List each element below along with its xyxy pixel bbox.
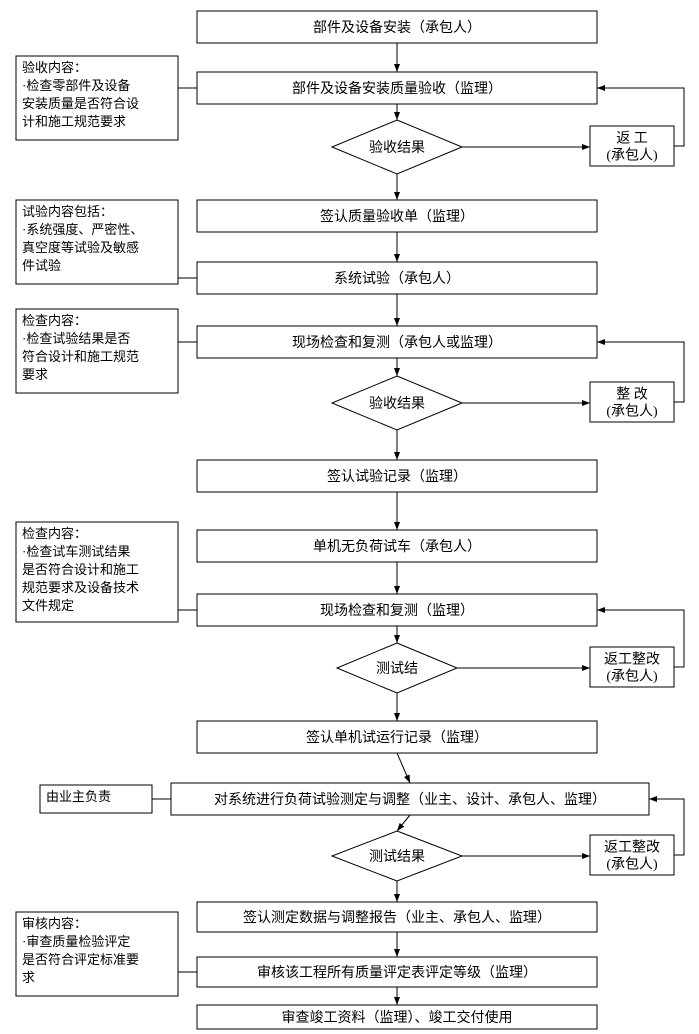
node-label: 现场检查和复测（监理）: [320, 602, 474, 619]
node-label: 签认单机试运行记录（监理）: [306, 729, 488, 746]
annotation-text: 文件规定: [22, 598, 74, 613]
annotation-text: ·系统强度、严密性、: [22, 222, 143, 237]
decision-label: 验收结果: [369, 396, 425, 412]
annotation-text: 由业主负责: [46, 789, 111, 804]
annotation-text: 检查内容：: [22, 526, 87, 541]
flow-arrow: [397, 815, 410, 831]
node-label: 返工整改: [604, 840, 660, 856]
annotation-text: 审核内容：: [22, 916, 87, 931]
node-label: 审核该工程所有质量评定表评定等级（监理）: [257, 964, 537, 981]
node-label: 单机无负荷试车（承包人）: [313, 538, 481, 555]
annotation-text: ·检查零部件及设备: [22, 78, 130, 93]
annotation-text: 是否符合评定标准要: [22, 952, 139, 967]
annotation-text: 真空度等试验及敏感: [22, 240, 139, 255]
flow-arrow: [397, 753, 410, 783]
annotation-text: 求: [22, 970, 35, 985]
annotation-text: 计和施工规范要求: [22, 114, 126, 129]
annotation-text: 试验内容包括：: [22, 204, 113, 219]
annotation-text: 规范要求及设备技术: [22, 580, 139, 595]
node-label: 整 改: [616, 387, 648, 403]
annotation-text: 件试验: [22, 258, 61, 273]
decision-label: 验收结果: [369, 140, 425, 156]
annotation-text: ·检查试验结果是否: [22, 331, 130, 346]
annotation-text: 要求: [22, 367, 48, 382]
node-label: 系统试验（承包人）: [334, 271, 460, 287]
node-label: 现场检查和复测（承包人或监理）: [292, 334, 502, 351]
flowchart-canvas: 验收内容： ·检查零部件及设备安装质量是否符合设计和施工规范要求试验内容包括： ·系…: [0, 0, 699, 1034]
node-label: 对系统进行负荷试验测定与调整（业主、设计、承包人、监理）: [214, 792, 606, 808]
node-label: (承包人): [606, 857, 658, 873]
decision-label: 测试结果: [369, 849, 425, 865]
node-label: 签认质量验收单（监理）: [320, 208, 474, 225]
node-label: 返工整改: [604, 652, 660, 668]
node-label: (承包人): [606, 148, 658, 164]
node-label: 签认测定数据与调整报告（业主、承包人、监理）: [243, 909, 551, 926]
annotation-text: 验收内容：: [22, 60, 87, 75]
annotation-text: ·审查质量检验评定: [22, 934, 130, 949]
annotation-text: 符合设计和施工规范: [22, 349, 139, 364]
node-label: 返 工: [616, 131, 648, 147]
annotation-text: 是否符合设计和施工: [22, 562, 139, 577]
node-label: 签认试验记录（监理）: [327, 468, 467, 485]
node-label: (承包人): [606, 669, 658, 685]
node-label: 部件及设备安装（承包人）: [313, 19, 481, 36]
node-label: 审查竣工资料（监理）、竣工交付使用: [282, 1009, 513, 1026]
decision-label: 测试结: [376, 661, 418, 677]
annotation-text: 检查内容：: [22, 313, 87, 328]
node-label: (承包人): [606, 404, 658, 420]
annotation-text: 安装质量是否符合设: [22, 96, 139, 111]
annotation-text: ·检查试车测试结果: [22, 544, 130, 559]
node-label: 部件及设备安装质量验收（监理）: [292, 80, 502, 97]
